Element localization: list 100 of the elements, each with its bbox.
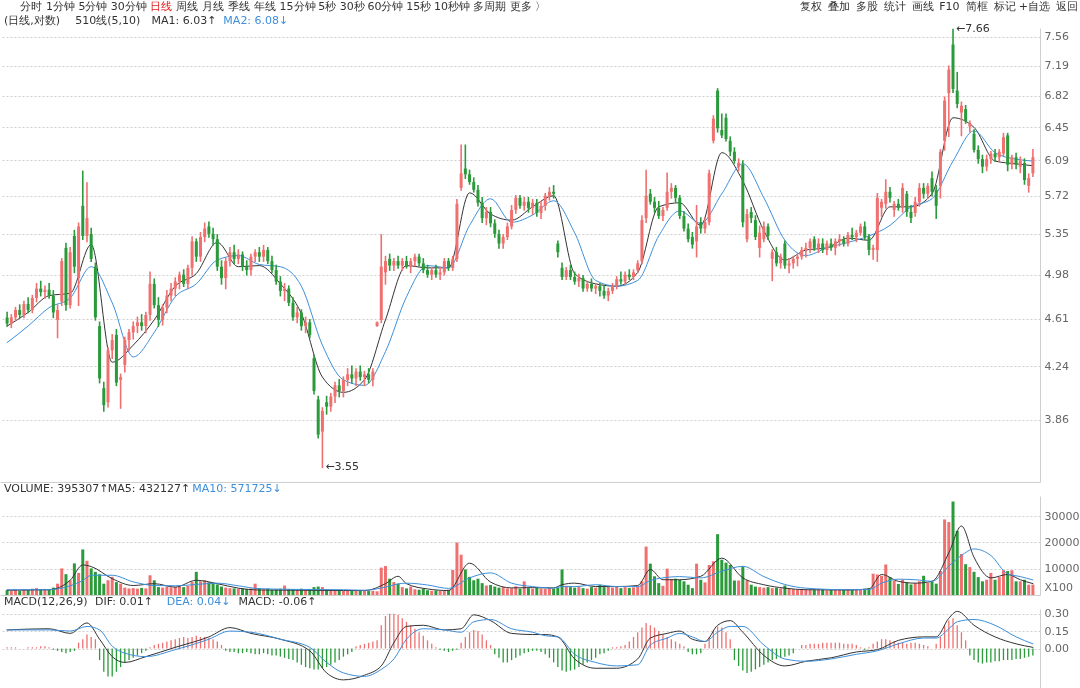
text: 画线 [912,0,935,13]
bar [480,583,484,595]
text: 日线 [149,0,172,13]
bar [812,589,816,595]
chart-subtitle: 510线(5,10) [75,14,141,27]
bar [896,583,900,595]
y-tick-label: 30000 [1044,509,1080,523]
bar [131,588,135,595]
y-tick-label: 0.30 [1044,607,1069,621]
text: +自选 [1018,0,1050,13]
bar [476,578,480,595]
bar [993,579,997,595]
text: MA5: 432127↑ [107,482,191,495]
bar [615,586,619,595]
bar [745,580,749,595]
text: 分时 [20,0,42,13]
bar [1018,581,1022,595]
y-tick-label: 0.15 [1044,624,1069,638]
bar [224,587,228,595]
y-tick-label: 6.45 [1044,120,1069,134]
text: 5秒 [318,0,337,13]
text: 叠加 [828,0,851,13]
y-tick-label: 6.82 [1044,89,1069,103]
bar [123,587,127,595]
bar [211,583,215,595]
bar [455,542,459,595]
bar [220,586,224,595]
bar [413,589,417,595]
bar [690,588,694,595]
bar [518,588,522,595]
bar [127,588,131,595]
bar [367,591,371,595]
bar [779,588,783,595]
bar [1001,570,1005,595]
bar [909,584,913,595]
bar [905,582,909,595]
annotation: ←3.55 [325,460,360,474]
bar [678,579,682,595]
y-tick-label: 4.61 [1044,312,1069,326]
bar [968,567,972,595]
bar [98,574,102,595]
bar [552,588,556,595]
bar [190,581,194,595]
y-tick-label: 5.35 [1044,227,1069,241]
bar [934,583,938,595]
bar [556,587,560,595]
bar [350,591,354,595]
bar [724,562,728,595]
bar [81,549,85,595]
bar [560,569,564,595]
bar [753,586,757,595]
bar [1006,571,1010,595]
series-label: DIF: 0.01↑ [94,595,154,608]
bar [737,580,741,595]
bar [661,585,665,595]
y-tick-label: 0.00 [1044,642,1069,655]
bar [47,590,51,595]
bar [795,589,799,595]
bar [766,587,770,595]
y-tick-label: 6.09 [1044,153,1069,167]
bar [632,587,636,595]
bar [606,586,610,595]
y-tick-label: 5.72 [1044,189,1069,203]
bar [913,583,917,595]
bar [711,561,715,595]
bar [770,588,774,595]
bar [989,572,993,595]
bar [434,590,438,595]
bar [198,581,202,595]
bar [463,569,467,595]
bar [421,588,425,595]
annotation: ←7.66 [956,22,990,36]
bar [964,564,968,595]
bar [114,582,118,595]
bar [165,586,169,595]
text: 60分钟 [367,0,404,13]
text: 1分钟 [46,0,75,13]
bar [741,566,745,595]
text: 多股 [856,0,879,13]
bar [930,581,934,595]
text: 简框 [965,0,988,13]
bar [497,587,501,595]
bar [236,588,240,595]
bar [627,587,631,595]
bar [686,584,690,595]
bar [665,568,669,595]
bar [232,588,236,595]
y-axis-title: X100 [1044,580,1074,594]
line-series [6,548,1034,591]
bar [610,587,614,595]
text: 5分钟 [78,0,108,13]
chart-title: (日线,对数) [4,14,61,27]
bar [703,582,707,595]
bar [489,584,493,595]
bar [472,580,476,595]
bar [169,587,173,595]
bar [619,588,623,595]
bar [426,590,430,595]
bar [182,587,186,595]
bar [808,590,812,595]
